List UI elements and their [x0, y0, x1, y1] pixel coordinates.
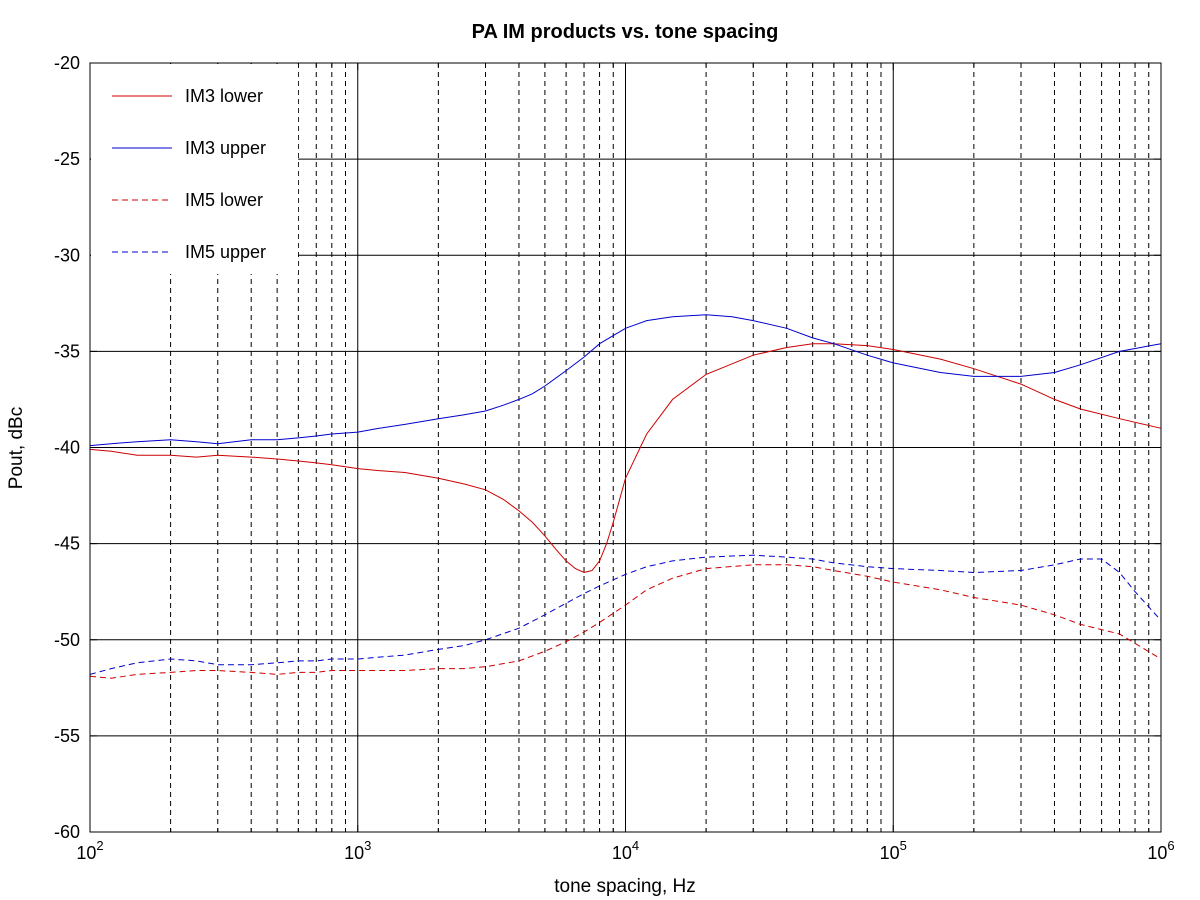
chart-title: PA IM products vs. tone spacing: [472, 21, 779, 43]
legend-box: [91, 64, 298, 274]
x-tick-label-base: 10: [76, 843, 96, 863]
x-tick-label: 105: [880, 838, 907, 863]
y-tick-label: -45: [54, 534, 80, 554]
x-tick-label-exponent: 5: [900, 838, 907, 853]
series-line-im3-lower: [89, 343, 1162, 574]
x-tick-label-base: 10: [880, 843, 900, 863]
series-line-im5-upper: [89, 554, 1162, 675]
x-tick-label-exponent: 2: [96, 838, 103, 853]
legend-label: IM3 lower: [185, 86, 263, 106]
legend-label: IM5 lower: [185, 190, 263, 210]
legend-label: IM3 upper: [185, 138, 266, 158]
y-tick-label: -50: [54, 630, 80, 650]
x-tick-label-exponent: 6: [1167, 838, 1174, 853]
series-line-im3-upper: [89, 314, 1162, 447]
y-tick-label: -60: [54, 822, 80, 842]
x-tick-label-exponent: 4: [632, 838, 639, 853]
x-tick-label-base: 10: [1147, 843, 1167, 863]
x-tick-label: 104: [612, 838, 639, 863]
series-line-im5-lower: [89, 564, 1162, 679]
y-axis-title: Pout, dBc: [6, 407, 27, 489]
legend: IM3 lower IM3 upper IM5 lower IM5 upper: [91, 64, 298, 274]
x-tick-label: 106: [1147, 838, 1174, 863]
x-tick-label: 102: [76, 838, 103, 863]
series-lines: [89, 314, 1162, 679]
x-axis-title: tone spacing, Hz: [554, 876, 696, 897]
x-tick-label: 103: [344, 838, 371, 863]
legend-label: IM5 upper: [185, 242, 266, 262]
y-tick-label: -25: [54, 149, 80, 169]
grid: [90, 63, 1161, 832]
y-tick-label: -30: [54, 245, 80, 265]
x-tick-label-exponent: 3: [364, 838, 371, 853]
y-tick-label: -20: [54, 53, 80, 73]
x-tick-label-base: 10: [344, 843, 364, 863]
y-tick-label: -35: [54, 341, 80, 361]
y-tick-label: -40: [54, 438, 80, 458]
y-tick-label: -55: [54, 726, 80, 746]
x-tick-label-base: 10: [612, 843, 632, 863]
